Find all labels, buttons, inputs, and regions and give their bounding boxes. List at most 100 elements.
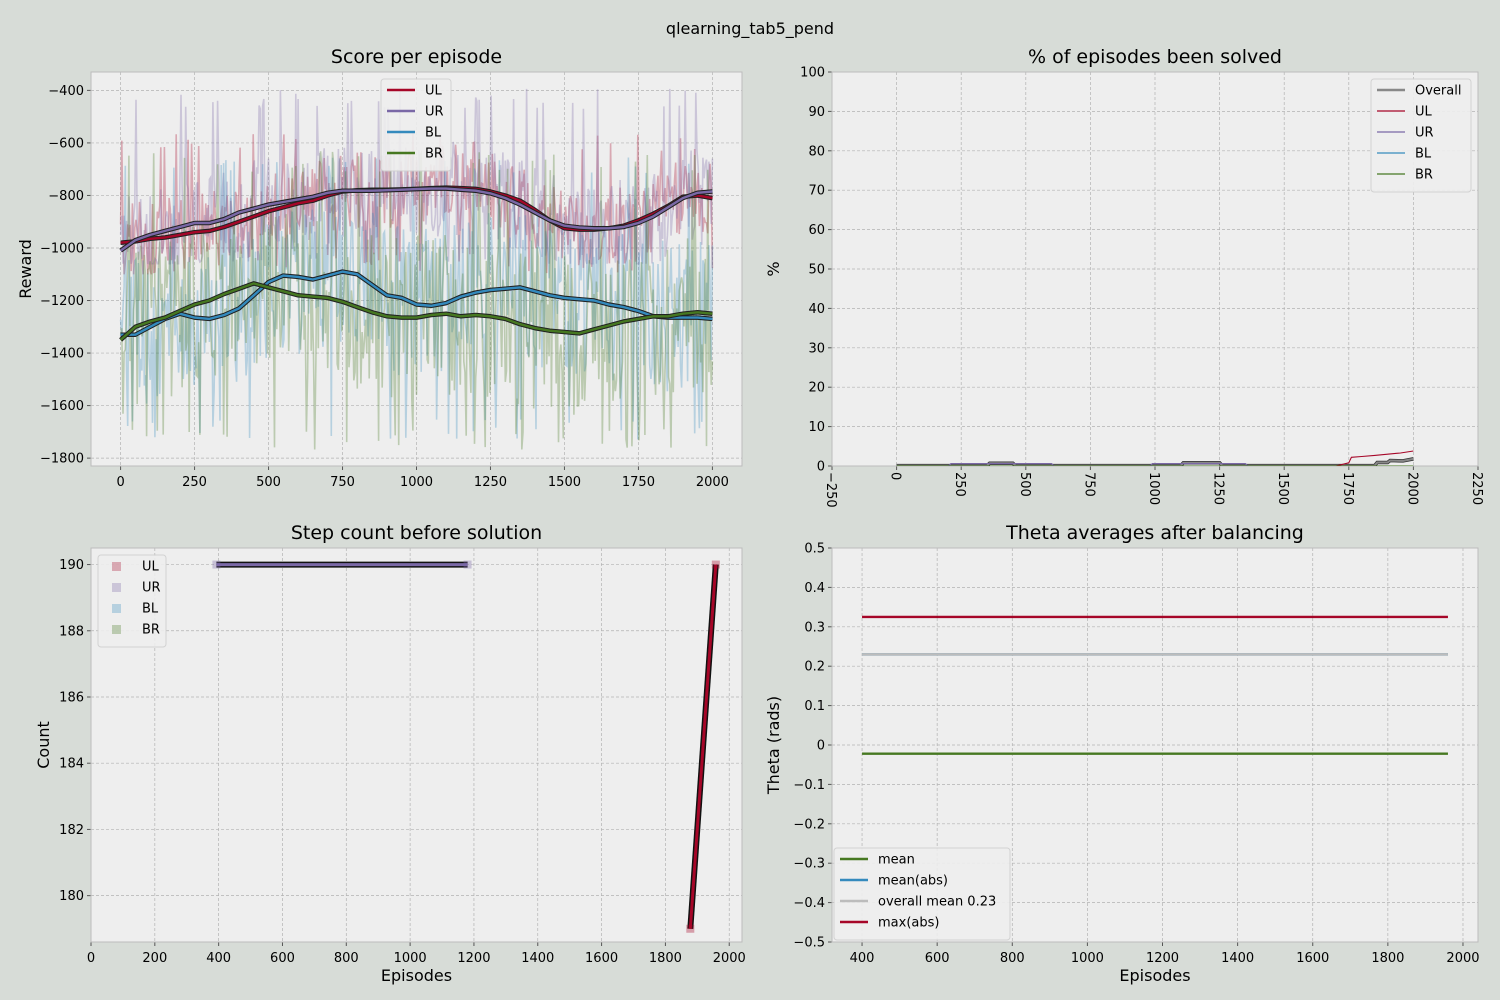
y-tick-label: −1000: [40, 241, 84, 256]
y-tick-label: 188: [59, 624, 84, 639]
legend-label: BL: [142, 602, 159, 617]
plot-layer: [212, 560, 720, 933]
legend-label: Overall: [1415, 84, 1461, 99]
x-tick-label: 400: [850, 951, 875, 966]
x-tick-label: 0: [116, 475, 124, 490]
y-tick-label: 0: [817, 739, 825, 754]
x-axis-label: Episodes: [1119, 966, 1190, 985]
y-tick-label: 182: [59, 823, 84, 838]
series-BL-raw: [119, 156, 714, 440]
y-tick-label: 30: [808, 341, 825, 356]
legend: UL UR BL BR: [380, 78, 452, 172]
x-tick-label: 750: [330, 475, 355, 490]
y-tick-label: 50: [808, 263, 825, 278]
x-tick-label: 500: [1017, 472, 1032, 497]
x-tick-label: 800: [1000, 951, 1025, 966]
x-tick-label: 1000: [1146, 472, 1161, 505]
y-tick-label: −800: [48, 189, 84, 204]
x-tick-label: 200: [142, 951, 167, 966]
x-tick-label: 500: [256, 475, 281, 490]
score-panel: 0 250 500 750 1000 1250 1500 1750 2000 −1800 −1600…: [16, 46, 743, 490]
legend-label: BL: [1415, 147, 1432, 162]
y-axis-label: %: [764, 261, 783, 276]
suptitle: qlearning_tab5_pend: [666, 19, 834, 39]
x-tick-label: 1000: [1071, 951, 1104, 966]
legend-label: UR: [1415, 126, 1434, 141]
solved-panel: −250 0 250 500 750 1000 1250 1500 1750 2000 225001…: [764, 46, 1484, 508]
y-tick-label: 0.4: [804, 581, 825, 596]
y-tick-label: 40: [808, 302, 825, 317]
x-tick-label: 1400: [1221, 951, 1254, 966]
x-tick-label: 2000: [1404, 472, 1419, 505]
x-tick-label: 750: [1081, 472, 1096, 497]
y-tick-label: 80: [808, 144, 825, 159]
y-axis-label: Reward: [16, 239, 35, 299]
y-tick-label: −0.1: [793, 778, 825, 793]
legend-label: BR: [1415, 168, 1433, 183]
series-UR-raw: [119, 88, 714, 265]
x-tick-label: 0: [888, 472, 903, 480]
x-tick-label: 2250: [1469, 472, 1484, 505]
legend-marker: [112, 625, 121, 634]
x-tick-label: 2000: [1446, 951, 1479, 966]
y-tick-label: −0.2: [793, 817, 825, 832]
x-tick-label: 1500: [548, 475, 581, 490]
series-BL-avg: [120, 270, 713, 336]
y-tick-label: 20: [808, 381, 825, 396]
x-tick-label: 1250: [1211, 472, 1226, 505]
y-tick-label: −400: [48, 84, 84, 99]
series-UR-avg: [119, 187, 713, 252]
point-UL: [711, 560, 720, 569]
x-tick-label: 600: [925, 951, 950, 966]
y-axis-label: Count: [34, 721, 53, 769]
x-tick-label: 250: [952, 472, 967, 497]
legend-label: UL: [1415, 105, 1433, 120]
legend-label: overall mean 0.23: [878, 895, 996, 910]
legend-label: UR: [425, 105, 444, 120]
x-tick-label: 1600: [1296, 951, 1329, 966]
x-tick-label: 1250: [474, 475, 507, 490]
x-tick-label: 2000: [696, 475, 729, 490]
legend-box: [380, 78, 452, 172]
steps-panel: 0 200 400 600 800 1000 1200 1400 1600 1800 2000 180…: [34, 522, 746, 985]
plot-frame: [90, 71, 743, 467]
y-tick-label: 180: [59, 889, 84, 904]
y-tick-label: 70: [808, 184, 825, 199]
x-tick-label: 2000: [713, 951, 746, 966]
x-tick-label: 1000: [394, 951, 427, 966]
x-tick-label: 600: [270, 951, 295, 966]
x-axis-label: Episodes: [381, 966, 452, 985]
y-tick-label: 190: [59, 558, 84, 573]
y-tick-label: 0: [817, 460, 825, 475]
legend-label: BR: [142, 623, 160, 638]
legend-label: mean: [878, 853, 915, 868]
y-tick-label: −0.4: [793, 896, 825, 911]
x-tick-label: 1500: [1275, 472, 1290, 505]
y-axis-label: Theta (rads): [764, 696, 783, 795]
point-UR: [212, 560, 221, 569]
plot-layer: [896, 450, 1414, 466]
x-tick-label: 1000: [400, 475, 433, 490]
point-UR: [463, 560, 472, 569]
y-tick-label: −0.5: [793, 936, 825, 951]
y-tick-label: −1800: [40, 452, 84, 467]
x-tick-label: −250: [823, 472, 838, 508]
legend-label: BL: [425, 126, 442, 141]
series-UR: [896, 463, 1414, 466]
legend: mean mean(abs) overall mean 0.23 max(abs): [833, 847, 1011, 941]
legend-box: [833, 847, 1011, 941]
legend-label: max(abs): [878, 916, 939, 931]
legend-label: UL: [142, 560, 160, 575]
y-tick-label: −0.3: [793, 857, 825, 872]
legend-label: mean(abs): [878, 874, 948, 889]
point-UL: [686, 924, 695, 933]
x-tick-label: 1200: [1146, 951, 1179, 966]
legend-marker: [112, 583, 121, 592]
y-tick-label: 0.3: [804, 620, 825, 635]
series-BR-avg: [119, 282, 713, 341]
x-tick-label: 800: [334, 951, 359, 966]
legend-marker: [112, 604, 121, 613]
plot-layer: [119, 88, 714, 450]
y-tick-label: −600: [48, 136, 84, 151]
